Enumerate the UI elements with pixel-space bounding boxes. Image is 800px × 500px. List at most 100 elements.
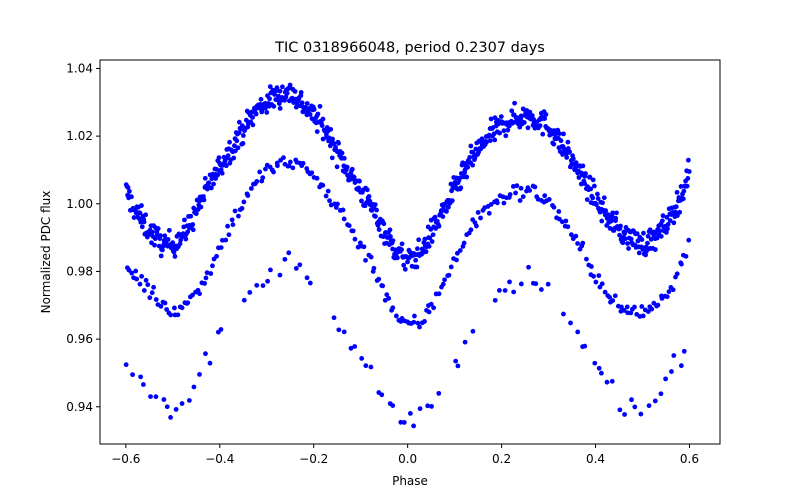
data-point	[617, 407, 623, 413]
data-point	[331, 140, 337, 146]
data-point	[359, 356, 365, 361]
data-point	[415, 320, 421, 326]
data-point	[565, 139, 571, 145]
data-point	[145, 282, 151, 288]
data-point	[415, 246, 420, 252]
data-point	[497, 130, 503, 136]
data-point	[236, 130, 242, 136]
data-point	[168, 414, 173, 420]
data-point	[399, 247, 404, 253]
data-point	[473, 223, 479, 229]
data-point	[254, 282, 260, 288]
data-point	[417, 324, 422, 330]
data-point	[277, 272, 283, 278]
data-point	[152, 242, 157, 248]
data-point	[341, 329, 347, 335]
data-point	[543, 112, 549, 117]
data-point	[664, 294, 670, 300]
data-point	[496, 288, 502, 293]
data-point	[665, 221, 671, 227]
data-point	[664, 229, 669, 235]
data-point	[271, 103, 277, 109]
data-point	[411, 423, 416, 429]
data-point	[268, 267, 273, 273]
data-point	[425, 403, 431, 409]
data-point	[216, 155, 222, 161]
data-point	[449, 198, 455, 204]
data-point	[290, 165, 296, 171]
data-point	[341, 216, 347, 222]
data-point	[372, 202, 378, 207]
x-tick-label: 0.2	[492, 452, 511, 466]
data-point	[149, 229, 155, 235]
data-point	[130, 372, 135, 378]
data-point	[168, 312, 174, 318]
data-point	[172, 254, 178, 259]
data-point	[179, 401, 185, 406]
data-point	[143, 277, 149, 283]
data-point	[190, 227, 196, 233]
data-point	[275, 163, 280, 169]
data-point	[191, 384, 197, 390]
data-point	[610, 210, 616, 216]
data-point	[161, 397, 167, 402]
data-point	[603, 208, 609, 214]
data-point	[475, 210, 481, 215]
data-point	[336, 140, 341, 146]
data-point	[347, 177, 353, 183]
data-point	[143, 212, 149, 218]
data-point	[127, 188, 132, 194]
data-point	[584, 256, 589, 262]
data-point	[604, 379, 610, 385]
data-point	[339, 150, 345, 156]
data-point	[621, 308, 627, 313]
y-tick-label: 0.94	[66, 400, 93, 414]
data-point	[307, 280, 313, 286]
data-point	[599, 281, 605, 287]
data-point	[638, 411, 644, 417]
data-point	[134, 276, 140, 282]
data-point	[639, 237, 645, 242]
data-point	[507, 279, 512, 285]
data-point	[468, 227, 474, 233]
data-point	[215, 172, 221, 178]
data-point	[366, 194, 372, 199]
data-point	[141, 219, 147, 225]
data-point	[446, 204, 451, 210]
data-point	[629, 397, 634, 403]
data-point	[461, 240, 467, 246]
data-point	[436, 390, 442, 396]
data-point	[573, 233, 579, 239]
data-point	[518, 185, 524, 191]
data-point	[646, 403, 652, 409]
data-point	[280, 84, 285, 90]
data-point	[417, 406, 423, 412]
data-point	[384, 292, 390, 298]
data-point	[620, 240, 626, 246]
data-point	[655, 302, 661, 308]
data-point	[172, 305, 177, 311]
data-point	[175, 312, 181, 318]
data-point	[232, 143, 237, 149]
data-point	[387, 227, 393, 233]
data-point	[229, 217, 235, 223]
data-point	[568, 320, 573, 326]
x-tick-label: 0.0	[398, 452, 417, 466]
data-point	[455, 363, 461, 369]
y-tick-label: 1.04	[66, 61, 93, 75]
data-point	[258, 96, 264, 102]
data-point	[320, 182, 326, 188]
data-point	[464, 174, 470, 180]
data-point	[407, 410, 413, 416]
data-point	[679, 261, 684, 267]
data-point	[593, 202, 599, 207]
data-point	[432, 214, 438, 220]
data-point	[155, 226, 161, 231]
data-point	[160, 247, 165, 253]
data-point	[314, 175, 320, 181]
data-point	[320, 116, 326, 122]
data-point	[514, 183, 520, 189]
data-point	[304, 101, 310, 106]
data-point	[356, 185, 362, 191]
data-point	[241, 199, 247, 205]
